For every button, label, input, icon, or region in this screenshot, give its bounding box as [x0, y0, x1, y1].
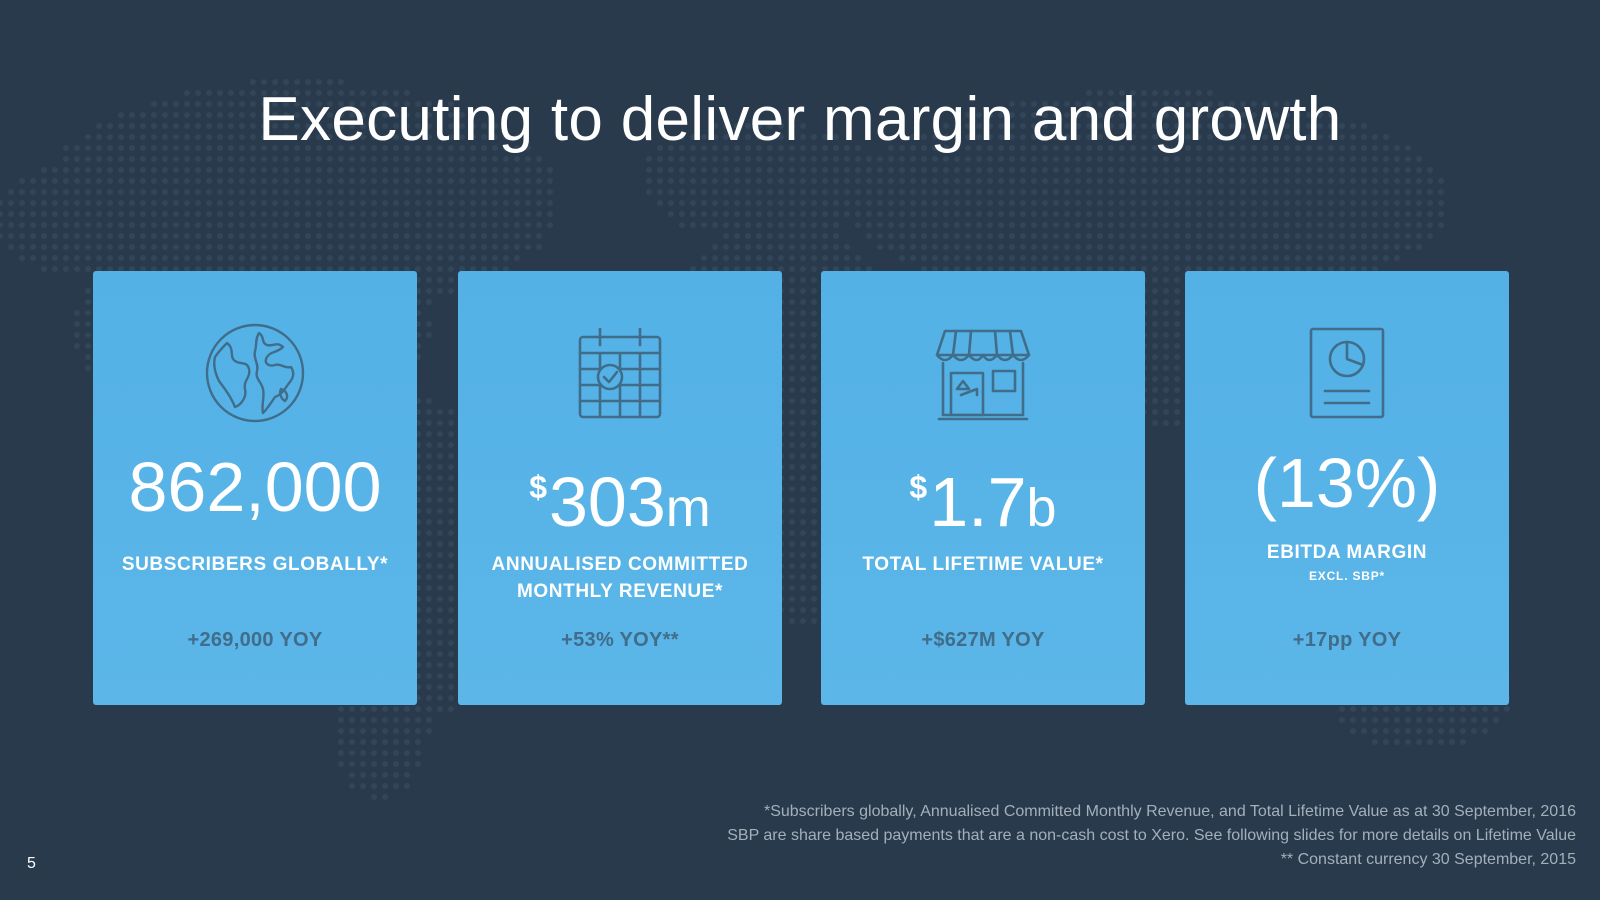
acmr-label: ANNUALISED COMMITTED MONTHLY REVENUE*: [491, 554, 749, 602]
lifetime-value-growth: +$627M YOY: [921, 629, 1045, 651]
storefront-icon: [933, 323, 1033, 423]
acmr-card: $303m ANNUALISED COMMITTED MONTHLY REVEN…: [458, 271, 782, 705]
footnotes: *Subscribers globally, Annualised Commit…: [727, 800, 1576, 872]
slide-title: Executing to deliver margin and growth: [258, 85, 1342, 154]
lifetime-value-card: $1.7b TOTAL LIFETIME VALUE* +$627M YOY: [821, 271, 1145, 705]
ebitda-value: (13%): [1253, 444, 1441, 522]
acmr-number: 303: [549, 463, 666, 541]
footnote-1: *Subscribers globally, Annualised Commit…: [763, 803, 1576, 820]
report-icon: [1297, 323, 1397, 423]
ebitda-label: EBITDA MARGIN: [1266, 542, 1428, 563]
lifetime-value-label: TOTAL LIFETIME VALUE*: [862, 554, 1104, 575]
ebitda-card: (13%) EBITDA MARGIN EXCL. SBP* +17pp YOY: [1185, 271, 1509, 705]
subscribers-growth: +269,000 YOY: [187, 629, 323, 651]
currency-symbol: $: [529, 469, 547, 505]
subscribers-value: 862,000: [128, 448, 382, 526]
subscribers-card: 862,000 SUBSCRIBERS GLOBALLY* +269,000 Y…: [93, 271, 417, 705]
footnote-2: SBP are share based payments that are a …: [727, 827, 1576, 844]
globe-icon: [205, 323, 305, 423]
acmr-growth: +53% YOY**: [561, 629, 679, 651]
calendar-icon: [570, 323, 670, 423]
footnote-3: ** Constant currency 30 September, 2015: [1280, 851, 1576, 868]
ebitda-growth: +17pp YOY: [1292, 629, 1402, 651]
ebitda-sublabel: EXCL. SBP*: [1308, 569, 1385, 583]
acmr-unit: m: [665, 478, 711, 538]
lifetime-unit: b: [1026, 478, 1057, 538]
page-number: 5: [27, 855, 36, 872]
lifetime-number: 1.7: [929, 463, 1027, 541]
acmr-value: $303m: [458, 447, 782, 548]
subscribers-label: SUBSCRIBERS GLOBALLY*: [121, 554, 389, 575]
currency-symbol: $: [909, 469, 928, 505]
lifetime-value: $1.7b: [821, 447, 1145, 548]
